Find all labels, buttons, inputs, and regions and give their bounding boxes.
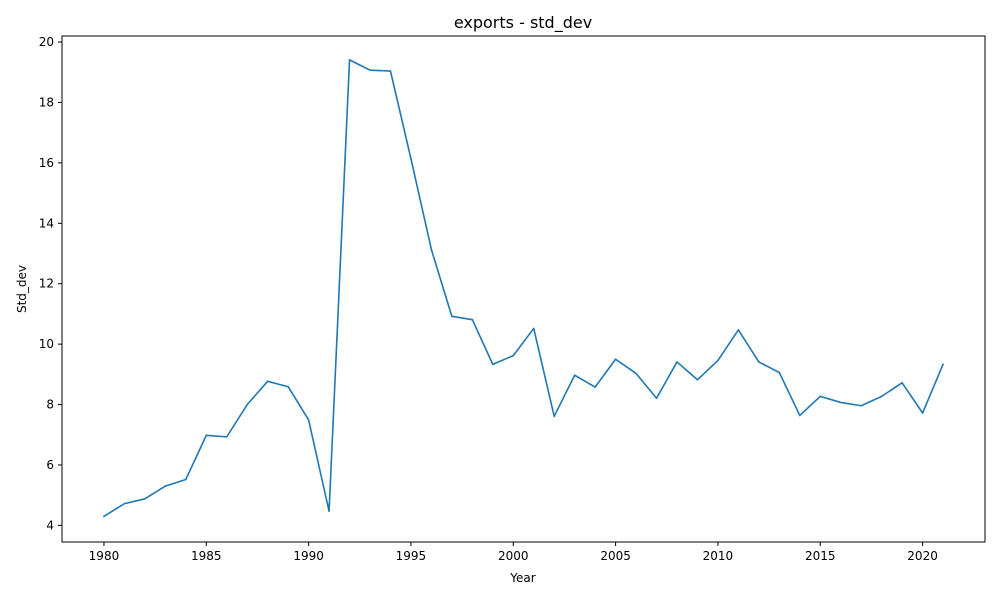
x-tick-label: 2020 — [907, 549, 938, 563]
data-point — [246, 403, 249, 406]
data-point — [676, 361, 678, 363]
data-point — [532, 327, 535, 330]
x-tick-label: 2005 — [600, 549, 631, 563]
x-tick-label: 1985 — [191, 549, 222, 563]
data-point — [144, 498, 146, 500]
y-tick-label: 16 — [39, 156, 54, 170]
data-point — [389, 70, 392, 72]
data-point — [839, 401, 842, 404]
data-point — [921, 412, 924, 414]
data-point — [860, 404, 862, 407]
y-tick-label: 20 — [39, 35, 54, 49]
data-point — [594, 386, 596, 388]
data-point — [307, 419, 310, 421]
data-point — [717, 359, 719, 362]
x-axis: 1980 1985 1990 1995 2000 2005 2010 2015 2020 — [89, 542, 938, 563]
series-points — [103, 59, 944, 518]
x-tick-label: 2000 — [498, 549, 529, 563]
data-point — [880, 395, 883, 398]
data-point — [328, 510, 330, 512]
data-point — [287, 385, 289, 388]
x-tick-label: 1995 — [396, 549, 427, 563]
data-point — [737, 329, 740, 331]
x-tick-label: 1990 — [293, 549, 324, 563]
data-point — [635, 372, 637, 375]
data-point — [164, 485, 167, 487]
data-point — [819, 395, 822, 398]
data-point — [451, 315, 453, 318]
data-point — [553, 415, 555, 418]
y-tick-label: 6 — [46, 458, 54, 472]
x-tick-label: 1980 — [89, 549, 120, 563]
data-point — [123, 502, 126, 505]
data-point — [901, 381, 903, 384]
data-point — [573, 374, 576, 377]
data-point — [471, 318, 474, 321]
y-tick-label: 4 — [46, 518, 54, 532]
data-point — [225, 436, 228, 438]
x-tick-label: 2015 — [805, 549, 836, 563]
y-tick-label: 8 — [46, 398, 54, 412]
data-point — [778, 371, 781, 374]
data-point — [430, 248, 433, 251]
data-point — [758, 361, 760, 363]
y-axis: 4 6 8 10 12 14 16 18 20 — [39, 35, 62, 532]
data-point — [369, 69, 371, 71]
chart-title: exports - std_dev — [454, 13, 592, 33]
data-point — [696, 378, 699, 381]
data-point — [492, 363, 494, 366]
data-point — [103, 515, 105, 518]
data-point — [266, 380, 269, 383]
data-point — [798, 414, 801, 417]
data-point — [205, 434, 208, 437]
x-tick-label: 2010 — [703, 549, 734, 563]
plot-frame — [61, 35, 986, 543]
y-tick-label: 18 — [39, 95, 54, 109]
y-tick-label: 14 — [39, 216, 54, 230]
data-point — [942, 363, 944, 366]
data-point — [512, 354, 515, 357]
y-tick-label: 12 — [39, 277, 54, 291]
series-line — [103, 59, 944, 518]
data-point — [348, 59, 351, 61]
data-point — [614, 358, 617, 361]
x-axis-label: Year — [509, 571, 535, 585]
y-tick-label: 10 — [39, 337, 54, 351]
y-axis-label: Std_dev — [15, 265, 29, 313]
data-point — [655, 397, 658, 400]
data-point — [410, 157, 412, 160]
data-point — [185, 478, 187, 481]
